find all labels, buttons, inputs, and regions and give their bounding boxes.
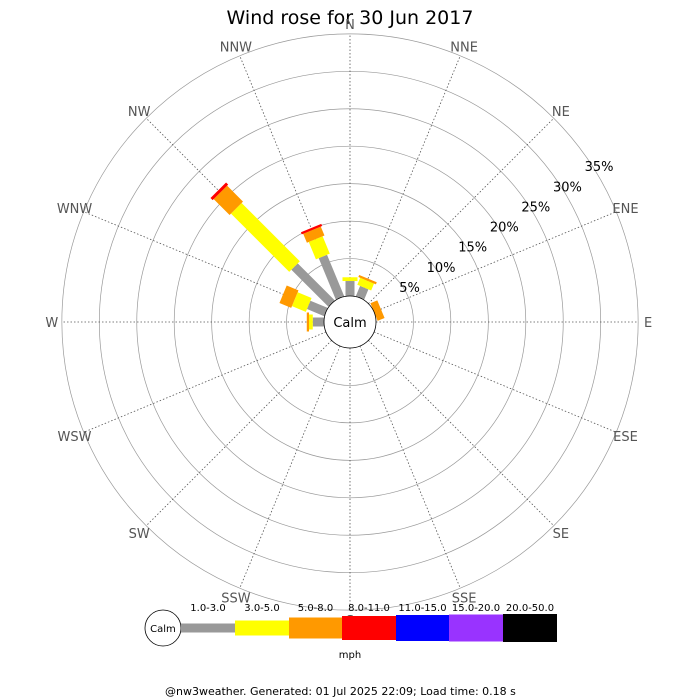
direction-labels: NNNENEENEEESESESSESSSWSWWSWWWNWNWNNW — [45, 18, 652, 629]
polar-grid — [61, 33, 639, 611]
petal-nw-bin-2 — [230, 202, 300, 272]
direction-label-ssw: SSW — [221, 591, 251, 606]
legend-bin-label-3: 5.0-8.0 — [298, 603, 333, 614]
direction-label-nne: NNE — [450, 41, 478, 56]
direction-label-ne: NE — [552, 105, 570, 120]
ring-label-25: 25% — [521, 200, 550, 215]
legend-bin-label-5: 11.0-15.0 — [398, 603, 446, 614]
direction-label-ese: ESE — [613, 430, 638, 445]
petal-nnw-bin-3 — [303, 226, 325, 243]
legend-bin-label-6: 15.0-20.0 — [452, 603, 500, 614]
legend-swatch-1 — [181, 623, 235, 633]
petal-wnw-bin-1 — [306, 300, 328, 317]
direction-label-e: E — [644, 316, 652, 331]
spoke-ne — [368, 117, 555, 304]
legend-calm-label: Calm — [150, 624, 176, 635]
petal-nne-bin-1 — [355, 285, 369, 300]
grid-ring-35 — [61, 33, 639, 611]
spoke-nne — [359, 55, 461, 299]
petal-n-bin-1 — [345, 281, 355, 296]
footer-text: @nw3weather. Generated: 01 Jul 2025 22:0… — [165, 685, 516, 698]
petal-w-bin-1 — [312, 317, 325, 327]
spoke-ese — [373, 331, 617, 433]
spoke-sse — [359, 345, 461, 589]
spoke-wsw — [83, 331, 327, 433]
legend-unit-label: mph — [339, 650, 361, 661]
petal-wnw-bin-2 — [291, 292, 312, 312]
ring-label-5: 5% — [399, 281, 420, 296]
calm-label: Calm — [333, 316, 366, 331]
spoke-ssw — [239, 345, 341, 589]
petal-nnw-bin-4 — [300, 223, 323, 235]
petal-nne-bin-2 — [357, 277, 375, 291]
legend-swatch-6 — [449, 614, 503, 642]
spoke-wnw — [83, 211, 327, 313]
petal-nne-bin-3 — [358, 274, 377, 285]
petal-nw-bin-1 — [291, 263, 335, 307]
ring-label-20: 20% — [490, 221, 519, 236]
ring-label-30: 30% — [553, 180, 582, 195]
grid-ring-25 — [136, 108, 564, 536]
direction-label-wsw: WSW — [58, 430, 92, 445]
legend-swatch-5 — [396, 615, 449, 641]
legend-swatch-3 — [289, 617, 342, 639]
direction-label-sw: SW — [129, 527, 150, 542]
direction-label-nnw: NNW — [220, 41, 252, 56]
legend-bin-label-4: 8.0-11.0 — [348, 603, 390, 614]
petal-nnw-bin-2 — [308, 236, 330, 260]
petal-w-bin-2 — [309, 314, 313, 330]
direction-label-se: SE — [553, 527, 569, 542]
legend-swatch-2 — [235, 620, 289, 636]
petal-nw-bin-4 — [210, 182, 229, 201]
petal-w-bin-3 — [306, 312, 310, 332]
legend-swatch-7 — [503, 614, 557, 642]
ring-labels: 5% 10%15%20%25%30%35% — [399, 160, 613, 296]
spoke-sw — [145, 340, 332, 527]
spoke-ene — [373, 211, 617, 313]
chart-title: Wind rose for 30 Jun 2017 — [227, 7, 474, 29]
direction-label-w: W — [45, 316, 58, 331]
petal-nnw-bin-1 — [318, 254, 345, 300]
legend-bin-label-7: 20.0-50.0 — [506, 603, 554, 614]
calm-circle — [323, 295, 377, 349]
spoke-nw — [145, 117, 332, 304]
spoke-se — [368, 340, 555, 527]
grid-ring-20 — [173, 145, 527, 499]
petal-wnw-bin-3 — [279, 285, 299, 308]
speed-legend: Calm 1.0-3.0 3.0-5.0 5.0-8.0 8.0-11.0 11.0-15… — [144, 603, 557, 661]
direction-label-ene: ENE — [612, 202, 638, 217]
ring-label-10: 10% — [427, 261, 456, 276]
petal-nw-bin-3 — [213, 185, 244, 216]
spoke-nnw — [239, 55, 341, 299]
direction-label-sse: SSE — [452, 591, 477, 606]
direction-label-n: N — [345, 18, 355, 33]
direction-label-nw: NW — [128, 105, 151, 120]
petal-n-bin-2 — [342, 277, 358, 282]
ring-label-15: 15% — [458, 241, 487, 256]
legend-bin-label-1: 1.0-3.0 — [190, 603, 225, 614]
direction-label-wnw: WNW — [57, 202, 93, 217]
grid-ring-5 — [286, 258, 414, 386]
ring-label-35: 35% — [585, 160, 614, 175]
wind-petals — [210, 182, 385, 332]
petal-ene-bin-3 — [370, 300, 385, 321]
legend-bin-label-2: 3.0-5.0 — [244, 603, 279, 614]
legend-swatch-4 — [342, 616, 396, 640]
